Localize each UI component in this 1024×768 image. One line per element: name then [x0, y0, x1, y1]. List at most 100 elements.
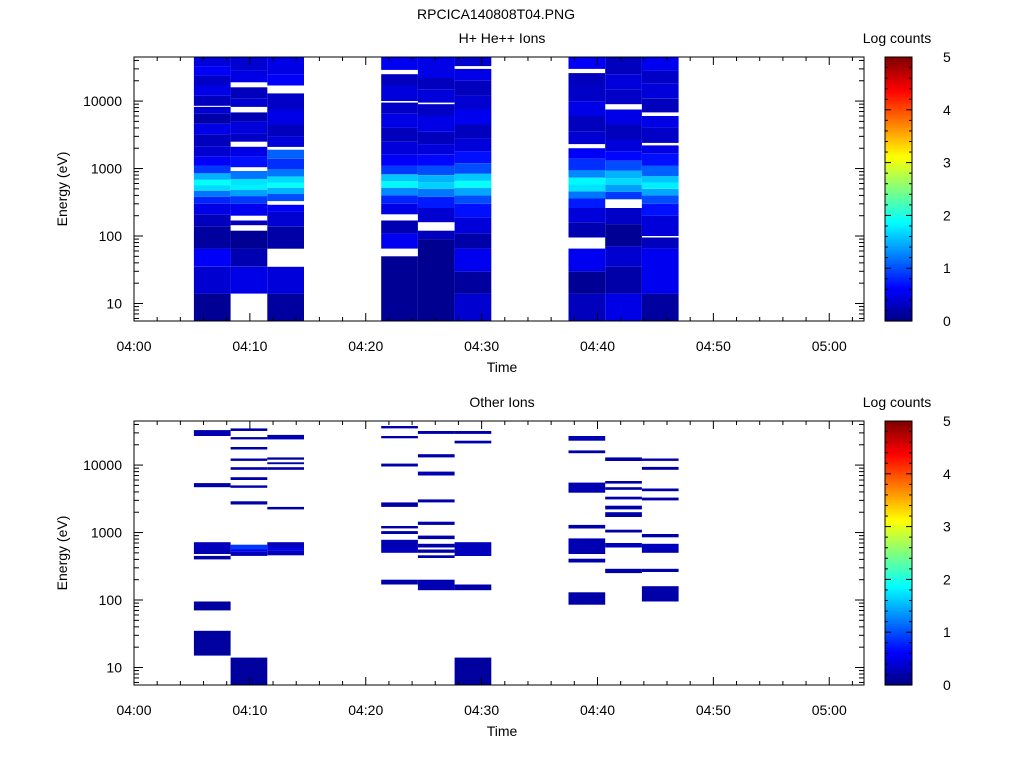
colorbar-segment [885, 112, 912, 115]
colorbar-segment [885, 186, 912, 190]
colorbar-segment [885, 641, 912, 644]
colorbar-frame [884, 420, 913, 686]
heatmap-cell [605, 139, 642, 152]
heatmap-cell [267, 542, 304, 548]
colorbar-segment [885, 61, 912, 65]
colorbar-segment [885, 601, 912, 605]
heatmap-cell [568, 482, 606, 493]
heatmap-cell [454, 217, 492, 234]
heatmap-cell [381, 113, 418, 128]
heatmap-cell [605, 568, 642, 574]
heatmap-cell [230, 146, 268, 157]
heatmap-cell [605, 266, 642, 294]
panel-title: H+ He++ Ions [459, 30, 546, 46]
colorbar-segment [885, 244, 912, 247]
heatmap-cell [568, 184, 606, 192]
colorbar-segment [885, 160, 912, 164]
heatmap-cell [267, 182, 304, 188]
heatmap-cell [193, 179, 231, 186]
colorbar-segment [885, 495, 912, 499]
colorbar-segment [885, 467, 912, 470]
colorbar-segment [885, 447, 912, 451]
heatmap-cell [605, 543, 642, 548]
heatmap-cell [381, 436, 418, 439]
colorbar-segment [885, 90, 912, 93]
colorbar-segment [885, 469, 912, 473]
heatmap-cell [267, 187, 304, 194]
colorbar-segment [885, 206, 912, 210]
heatmap-cell [641, 176, 679, 183]
heatmap-cell [193, 57, 231, 67]
colorbar-segment [885, 294, 912, 298]
heatmap-cell [381, 463, 418, 467]
colorbar-segment [885, 594, 912, 598]
colorbar-segment [885, 546, 912, 550]
colorbar-segment [885, 228, 912, 232]
x-tick-label: 04:30 [464, 338, 499, 354]
colorbar-segment [885, 274, 912, 278]
heatmap-cell [267, 109, 304, 125]
colorbar-segment [885, 509, 912, 512]
heatmap-cell [417, 555, 455, 558]
colorbar-segment [885, 142, 912, 146]
heatmap-cell [381, 57, 418, 70]
heatmap-cell [381, 233, 418, 249]
heatmap-cell [267, 547, 304, 551]
colorbar-segment [885, 568, 912, 572]
colorbar-segment [885, 588, 912, 591]
colorbar-segment [885, 561, 912, 565]
heatmap-cell [230, 437, 268, 440]
colorbar-segment [885, 570, 912, 574]
colorbar-tick-label: 1 [943, 624, 951, 640]
heatmap-cell [230, 87, 268, 99]
colorbar-segment [885, 127, 912, 131]
colorbar-segment [885, 96, 912, 100]
heatmap-cell [641, 70, 679, 84]
colorbar-segment [885, 301, 912, 304]
colorbar-segment [885, 550, 912, 554]
heatmap-cell [641, 182, 679, 189]
y-tick-label: 10000 [83, 457, 122, 473]
colorbar-segment [885, 478, 912, 481]
colorbar-segment [885, 454, 912, 457]
colorbar-segment [885, 197, 912, 201]
heatmap-cell [568, 57, 606, 69]
heatmap-cell [193, 185, 231, 191]
heatmap-cell [267, 124, 304, 137]
colorbar-segment [885, 299, 912, 302]
heatmap-cell [454, 440, 492, 444]
heatmap-cell [568, 558, 606, 563]
heatmap-cell [381, 195, 418, 204]
colorbar-segment [885, 151, 912, 155]
colorbar-segment [885, 610, 912, 613]
figure-title: RPCICA140808T04.PNG [417, 6, 575, 22]
colorbar-segment [885, 520, 912, 523]
colorbar-segment [885, 114, 912, 117]
x-tick-label: 04:40 [580, 702, 615, 718]
heatmap-cell [454, 431, 492, 434]
heatmap-cell [568, 131, 606, 145]
heatmap-cell [230, 657, 268, 685]
heatmap-cell [193, 203, 231, 215]
heatmap-cell [193, 190, 231, 197]
heatmap-cell [454, 138, 492, 152]
colorbar-segment [885, 281, 912, 285]
colorbar-segment [885, 619, 912, 622]
heatmap-cell [381, 547, 418, 553]
colorbar-segment [885, 167, 912, 170]
colorbar-segment [885, 533, 912, 536]
heatmap-cell [267, 169, 304, 177]
colorbar-segment [885, 59, 912, 62]
x-tick-label: 04:00 [116, 702, 151, 718]
colorbar-segment [885, 116, 912, 120]
x-tick-label: 04:50 [696, 338, 731, 354]
colorbar-segment [885, 491, 912, 495]
heatmap-cell [417, 471, 455, 476]
heatmap-cell [605, 185, 642, 192]
colorbar-segment [885, 277, 912, 280]
colorbar-segment [885, 175, 912, 179]
colorbar-segment [885, 473, 912, 477]
panel-title: Other Ions [469, 394, 534, 410]
heatmap-cell [193, 555, 231, 560]
heatmap-cell [605, 208, 642, 225]
